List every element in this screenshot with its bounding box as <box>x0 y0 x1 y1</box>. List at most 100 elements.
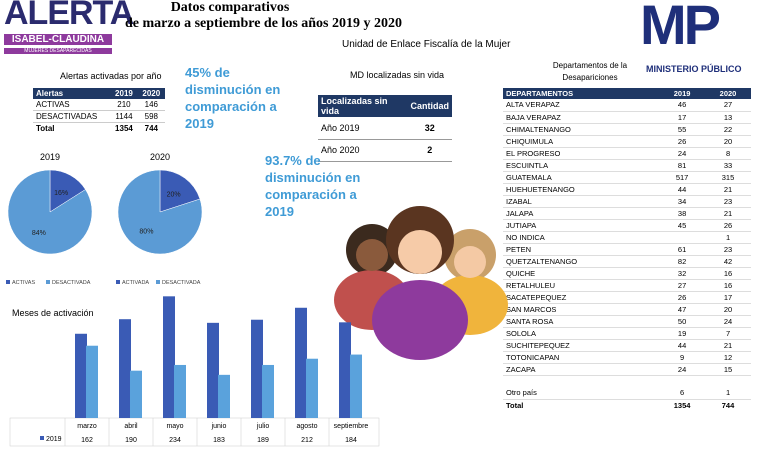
table-row: QUETZALTENANGO 82 42 <box>503 255 751 267</box>
table-cell: 2020 <box>705 88 751 99</box>
table-cell: 1354 <box>115 124 133 133</box>
table-cell: 21 <box>723 184 733 194</box>
table-cell: Año 2020 <box>321 145 360 155</box>
table-cell: 47 <box>677 304 687 314</box>
title-block: Datos comparativos de marzo a septiembre… <box>125 0 402 32</box>
legend-swatch <box>40 436 44 440</box>
table-cell: 44 <box>677 340 687 350</box>
table-cell: 17 <box>723 292 733 302</box>
table-row: PETEN 61 23 <box>503 243 751 255</box>
bar <box>306 358 318 418</box>
table-cell: 21 <box>723 340 733 350</box>
table-row: Localizadas sin vida Cantidad <box>318 95 452 117</box>
table-cell: ZACAPA <box>506 364 536 374</box>
pie-label: 80% <box>139 229 153 236</box>
note-line: 2019 <box>265 204 294 219</box>
legend-label: DESACTIVADA <box>162 280 201 286</box>
category-label: abril <box>124 423 138 430</box>
table-row: ACTIVAS 210 146 <box>33 99 165 111</box>
pie-label: 16% <box>54 190 68 197</box>
table-cell: 19 <box>677 328 687 338</box>
subtitle: de marzo a septiembre de los años 2019 y… <box>125 16 402 31</box>
category-label: septiembre <box>334 423 369 430</box>
table-row: SANTA ROSA 50 24 <box>503 315 751 327</box>
logo-tagline: MUJERES DESAPARECIDAS <box>4 48 112 54</box>
table-cell: 9 <box>680 352 685 362</box>
table-row: TOTONICAPAN 9 12 <box>503 351 751 363</box>
cell-value: 212 <box>301 437 313 444</box>
table-row: EL PROGRESO 24 8 <box>503 147 751 159</box>
table-cell: 315 <box>721 172 735 182</box>
table-cell: ALTA VERAPAZ <box>506 100 560 110</box>
table-cell: SANTA ROSA <box>506 316 554 326</box>
table-title: MD localizadas sin vida <box>350 70 445 80</box>
table-cell: 24 <box>723 316 733 326</box>
table-cell: 744 <box>144 124 158 133</box>
table-cell: DEPARTAMENTOS <box>503 88 660 99</box>
table-cell: ESCUINTLA <box>506 160 549 170</box>
table-row: Otro país 6 1 <box>503 387 751 399</box>
table-row: DEPARTAMENTOS 2019 2020 <box>503 88 751 99</box>
category-label: julio <box>256 423 270 430</box>
table-cell: Cantidad <box>407 95 452 117</box>
pie-label: 84% <box>32 230 46 237</box>
logo-name: ALERTA <box>4 0 134 32</box>
table-cell: 38 <box>677 208 687 218</box>
table-cell: GUATEMALA <box>506 172 552 182</box>
bar <box>262 364 274 418</box>
table-cell: 32 <box>424 122 435 133</box>
legend-swatch <box>46 280 50 284</box>
legend-swatch <box>6 280 10 284</box>
table-cell: 34 <box>677 196 687 206</box>
table-cell: 6 <box>680 388 685 398</box>
table-cell: 26 <box>677 136 687 146</box>
table-cell: CHIQUIMULA <box>506 136 554 146</box>
table-cell: SOLOLA <box>506 328 537 338</box>
note-line: 2019 <box>185 116 214 131</box>
category-label: agosto <box>296 423 317 430</box>
legend-swatch <box>156 280 160 284</box>
table-cell: HUEHUETENANGO <box>506 184 575 194</box>
table-row: ZACAPA 24 15 <box>503 363 751 375</box>
title-line: Departamentos de la <box>552 61 628 70</box>
table-cell: 42 <box>723 256 733 266</box>
table-cell: 1144 <box>115 112 133 121</box>
table-row: Año 2019 32 <box>318 117 452 139</box>
bar <box>218 374 230 418</box>
legend-swatch <box>116 280 120 284</box>
table-cell: 20 <box>723 136 733 146</box>
table-cell: 13 <box>723 112 733 122</box>
pie-title: 2020 <box>150 152 170 162</box>
table-cell: 61 <box>677 244 687 254</box>
table-row: Alertas 2019 2020 <box>33 88 165 99</box>
table-cell: 210 <box>117 100 131 109</box>
org-logo: MP <box>640 0 721 56</box>
table-row: CHIQUIMULA 26 20 <box>503 135 751 147</box>
bar <box>350 354 362 418</box>
table-cell: 27 <box>677 280 687 290</box>
alerts-table: Alertas 2019 2020 ACTIVAS 210 146 DESACTIVADAS… <box>33 88 165 134</box>
table-cell: 27 <box>723 100 733 110</box>
pie-slice <box>117 169 203 255</box>
table-cell: JUTIAPA <box>506 220 537 230</box>
women-illustration <box>334 206 508 360</box>
title-line: Desapariciones <box>562 73 618 82</box>
bar <box>295 307 307 418</box>
pie-slice <box>7 169 93 255</box>
table-cell: CHIMALTENANGO <box>506 124 571 134</box>
table-row: NO INDICA 1 <box>503 231 751 243</box>
table-cell: 7 <box>725 328 731 338</box>
table-cell: 8 <box>725 148 731 158</box>
table-cell: 598 <box>144 112 158 121</box>
table-cell: 20 <box>723 304 733 314</box>
bar <box>119 319 131 418</box>
table-cell: 12 <box>723 352 733 362</box>
table-row: ALTA VERAPAZ 46 27 <box>503 99 751 111</box>
cell-value: 184 <box>345 437 357 444</box>
table-cell: 26 <box>723 220 733 230</box>
pie-label: 20% <box>167 191 181 198</box>
table-cell: 2020 <box>137 88 165 99</box>
table-cell: 2 <box>427 145 433 155</box>
category-label: mayo <box>166 423 183 430</box>
